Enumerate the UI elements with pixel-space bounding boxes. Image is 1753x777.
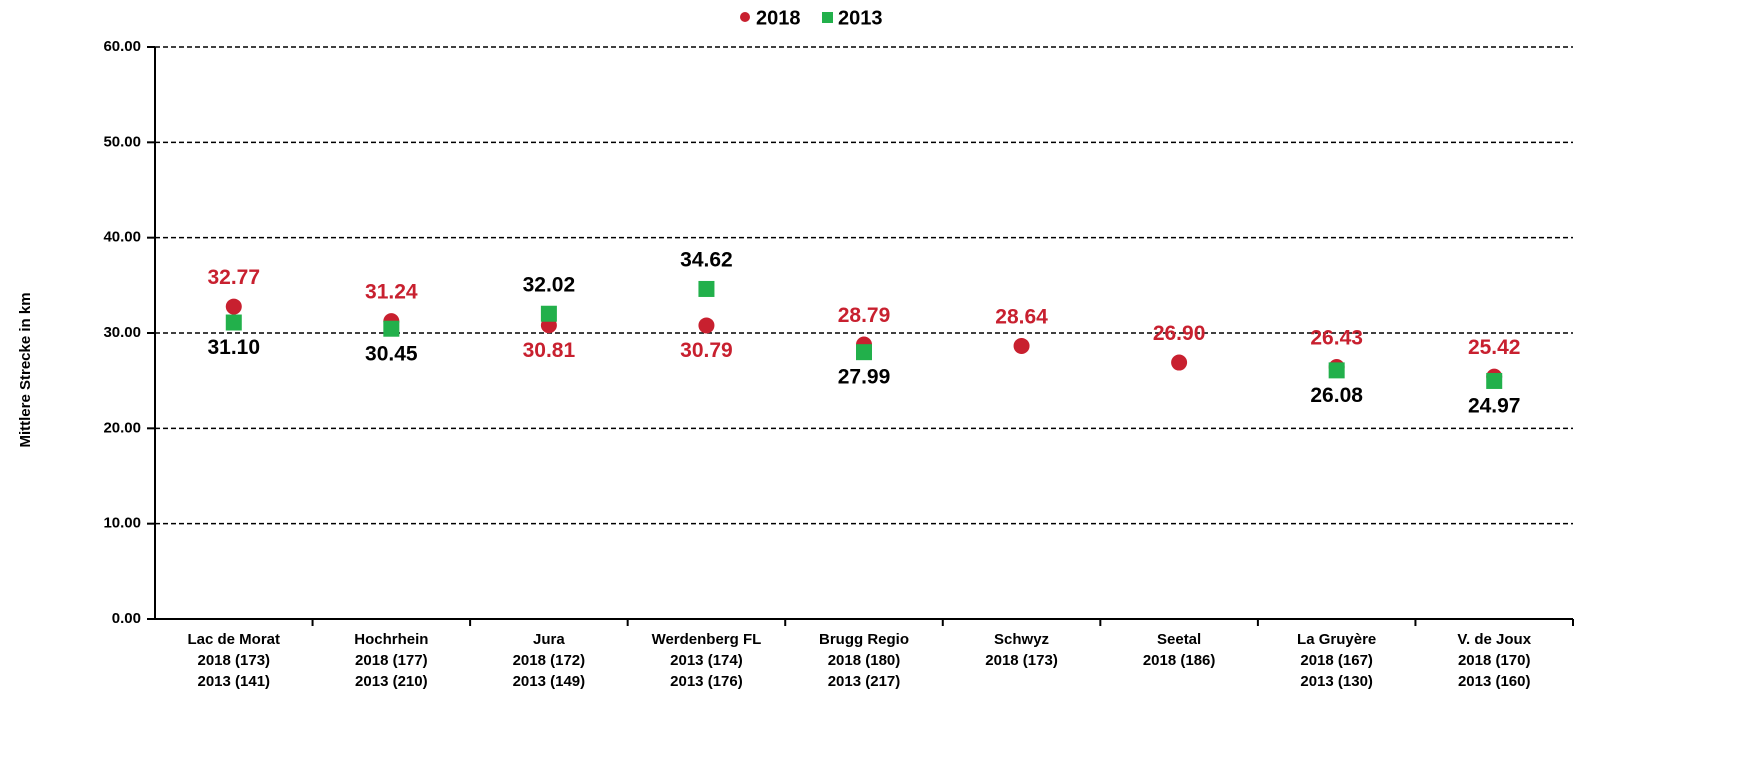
x-tick-label: 2018 (173) xyxy=(197,652,270,669)
x-tick-label: 2018 (172) xyxy=(513,652,586,669)
x-tick-label: 2018 (167) xyxy=(1300,652,1373,669)
x-tick-label: 2013 (176) xyxy=(670,673,743,690)
data-label: 27.99 xyxy=(838,366,891,389)
point xyxy=(1328,362,1345,379)
data-label: 31.24 xyxy=(365,281,418,304)
x-tick-label: Schwyz xyxy=(994,631,1049,648)
point xyxy=(1486,372,1503,389)
x-tick-label: 2018 (177) xyxy=(355,652,428,669)
x-tick-label: 2013 (130) xyxy=(1300,673,1373,690)
point xyxy=(856,344,872,361)
data-label: 32.02 xyxy=(523,273,576,296)
y-tick-label: 40.00 xyxy=(103,229,141,246)
data-label: 32.77 xyxy=(207,266,260,289)
point xyxy=(698,317,715,334)
x-tick-label: 2013 (217) xyxy=(828,673,901,690)
legend-marker xyxy=(822,12,833,23)
data-label: 26.43 xyxy=(1310,327,1363,350)
data-label: 26.08 xyxy=(1310,384,1363,407)
y-tick-label: 50.00 xyxy=(103,133,141,150)
x-tick-label: Hochrhein xyxy=(354,631,428,648)
point xyxy=(383,320,400,337)
x-tick-label: Werdenberg FL xyxy=(652,631,762,648)
point xyxy=(698,280,715,297)
data-label: 30.45 xyxy=(365,342,418,365)
point xyxy=(225,314,242,331)
y-tick-label: 0.00 xyxy=(112,610,141,627)
y-axis-title: Mittlere Strecke in km xyxy=(17,292,34,447)
point xyxy=(1171,354,1188,371)
x-tick-label: 2013 (160) xyxy=(1458,673,1531,690)
data-label: 30.79 xyxy=(680,339,733,362)
x-tick-label: V. de Joux xyxy=(1457,631,1531,648)
data-label: 31.10 xyxy=(207,336,260,359)
legend-marker xyxy=(740,12,750,22)
x-tick-label: 2018 (173) xyxy=(985,652,1058,669)
x-tick-label: 2013 (149) xyxy=(513,673,586,690)
x-tick-label: La Gruyère xyxy=(1297,631,1376,648)
point xyxy=(1013,337,1030,354)
y-tick-label: 20.00 xyxy=(103,419,141,436)
x-tick-label: Brugg Regio xyxy=(819,631,909,648)
data-label: 24.97 xyxy=(1468,394,1521,417)
legend-label: 2018 xyxy=(756,7,801,29)
x-tick-label: 2013 (174) xyxy=(670,652,743,669)
data-label: 26.90 xyxy=(1153,322,1206,345)
data-label: 28.79 xyxy=(838,304,891,327)
x-tick-label: Seetal xyxy=(1157,631,1201,648)
x-tick-label: 2018 (186) xyxy=(1143,652,1216,669)
point xyxy=(225,298,242,315)
y-tick-label: 10.00 xyxy=(103,515,141,532)
x-tick-label: 2013 (210) xyxy=(355,673,428,690)
x-tick-label: 2013 (141) xyxy=(197,673,270,690)
data-label: 25.42 xyxy=(1468,336,1521,359)
data-label: 28.64 xyxy=(995,306,1048,329)
x-tick-label: 2018 (180) xyxy=(828,652,901,669)
data-label: 30.81 xyxy=(523,339,576,362)
y-tick-label: 60.00 xyxy=(103,38,141,55)
data-label: 34.62 xyxy=(680,249,733,272)
x-tick-label: Jura xyxy=(533,631,565,648)
x-tick-label: Lac de Morat xyxy=(188,631,281,648)
legend-label: 2013 xyxy=(838,7,883,29)
point xyxy=(540,305,557,322)
y-tick-label: 30.00 xyxy=(103,324,141,341)
x-tick-label: 2018 (170) xyxy=(1458,652,1531,669)
